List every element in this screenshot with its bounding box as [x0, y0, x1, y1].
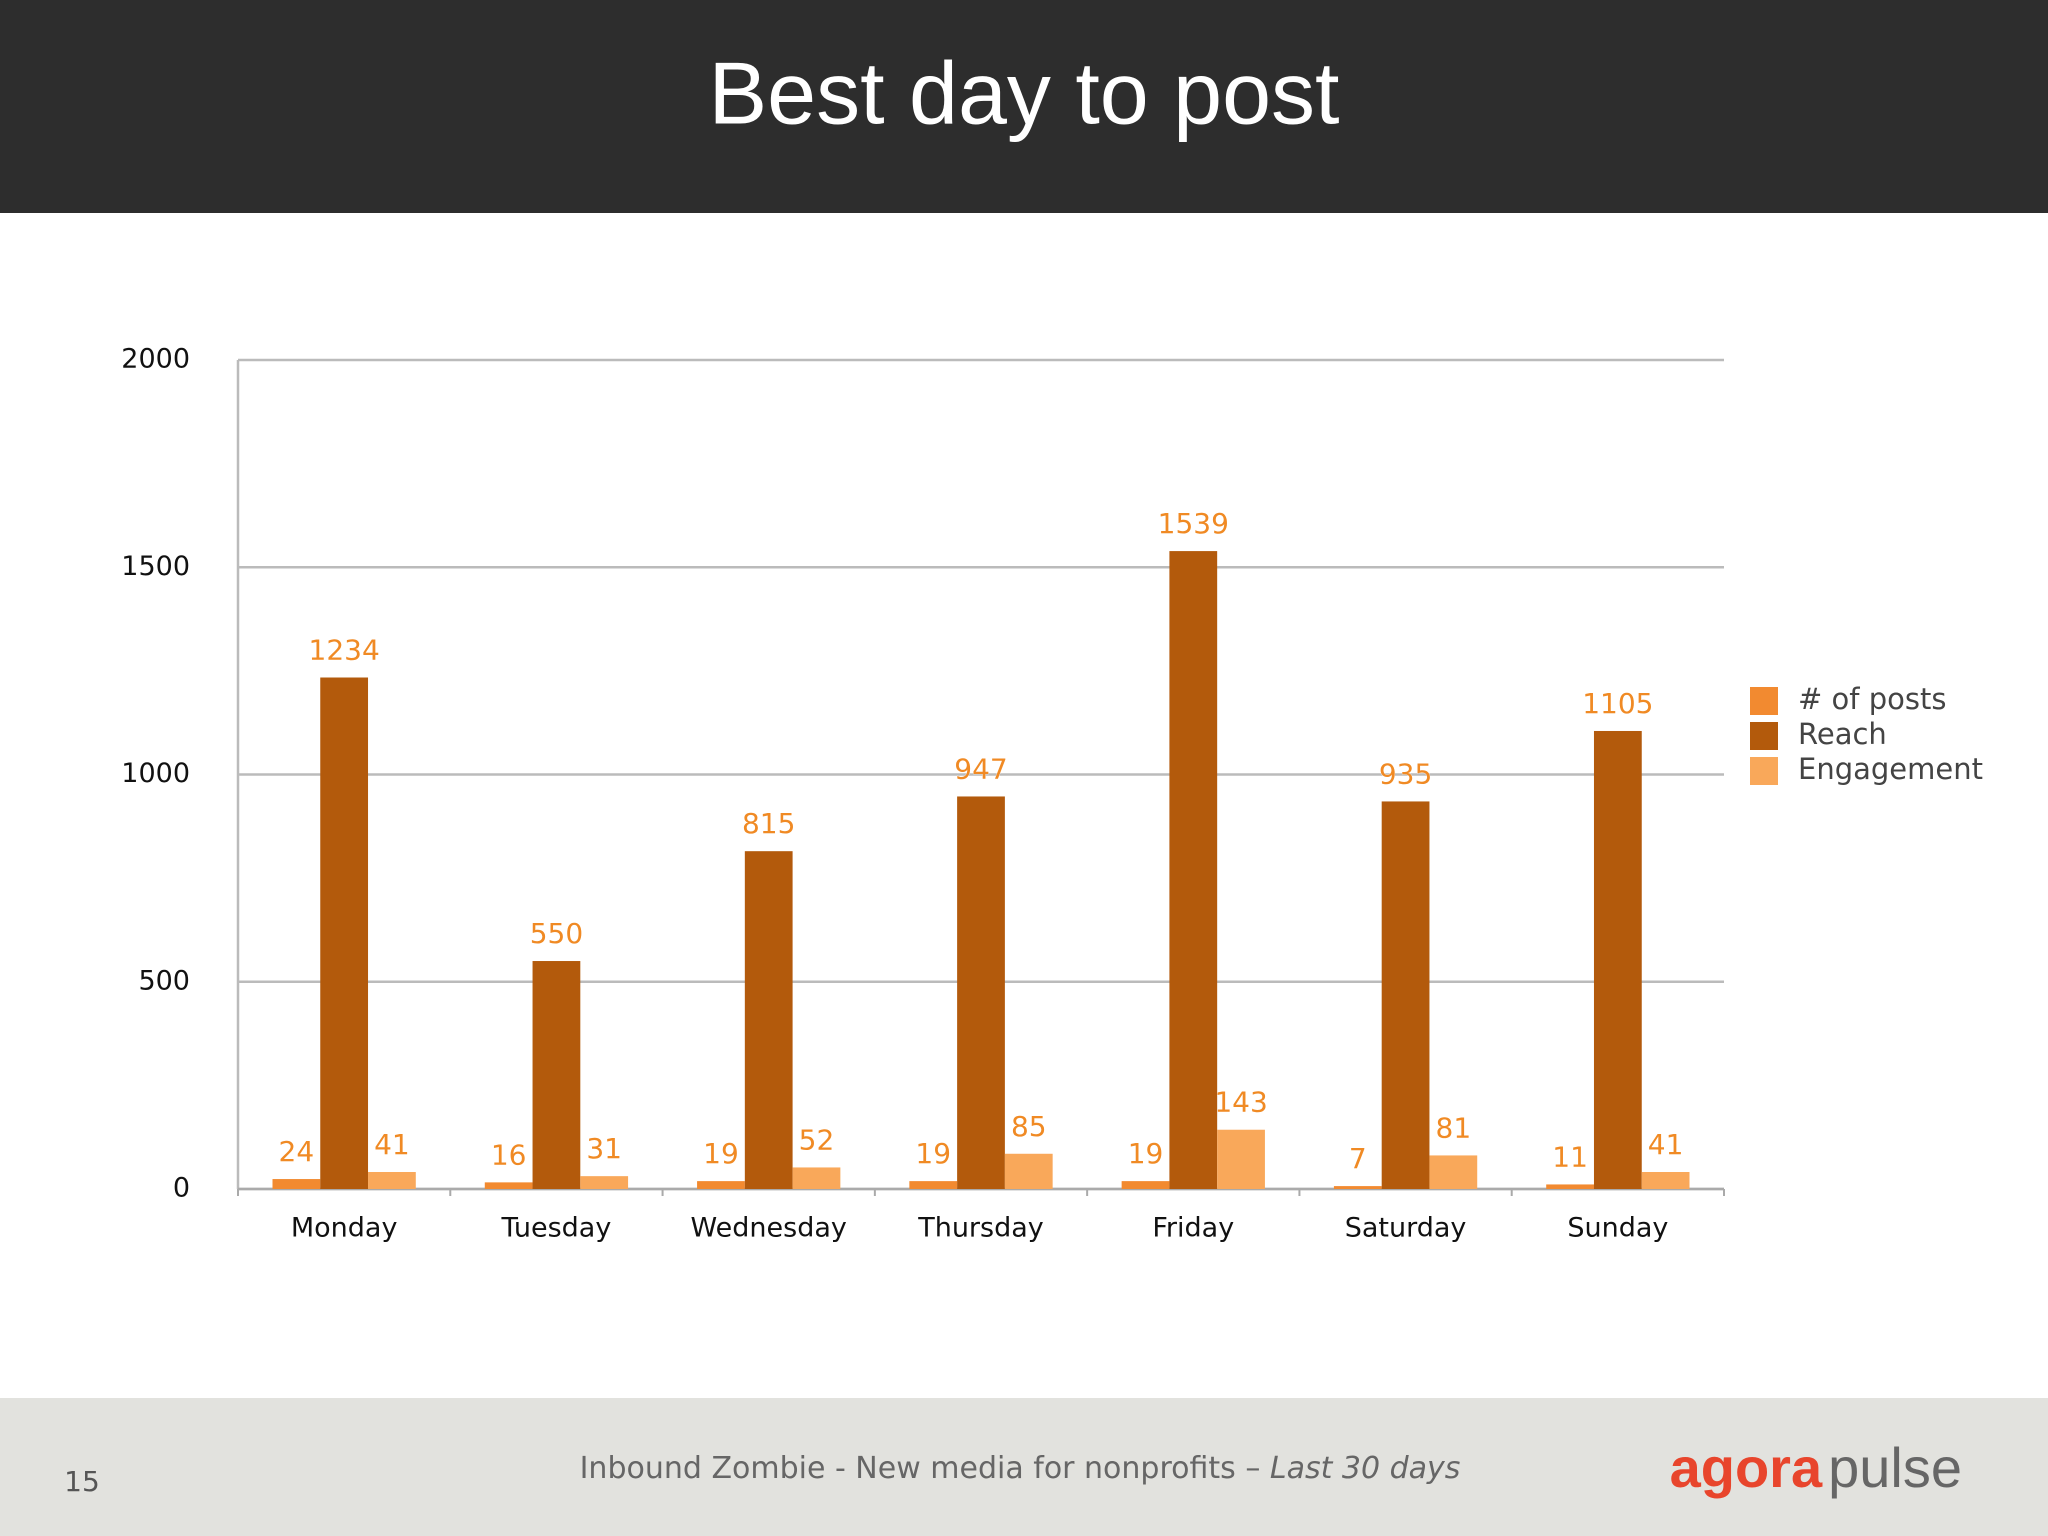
x-tick-label: Thursday	[917, 1213, 1044, 1244]
x-tick-label: Monday	[291, 1213, 398, 1244]
value-label: 41	[374, 1128, 410, 1161]
value-label: 16	[491, 1138, 527, 1171]
x-tick-label: Wednesday	[691, 1213, 847, 1244]
value-label: 52	[799, 1123, 835, 1156]
value-label: 143	[1214, 1086, 1267, 1119]
bar	[1121, 1181, 1170, 1189]
bar	[1217, 1129, 1265, 1189]
footer-text: Inbound Zombie - New media for nonprofit…	[580, 1451, 1461, 1486]
logo: agora pulse	[1670, 1436, 1962, 1499]
chart-title: Best day to post	[708, 43, 1339, 142]
value-label: 19	[915, 1137, 951, 1170]
value-label: 19	[703, 1137, 739, 1170]
bar	[1641, 1172, 1690, 1189]
y-tick-label: 2000	[121, 344, 190, 375]
x-tick-label: Tuesday	[500, 1213, 611, 1244]
bar	[1333, 1186, 1382, 1189]
legend-swatch	[1750, 687, 1778, 715]
y-tick-label: 1500	[121, 551, 190, 582]
value-label: 41	[1648, 1128, 1684, 1161]
legend-label: Reach	[1798, 717, 1887, 751]
bar	[320, 677, 369, 1189]
value-label: 24	[279, 1135, 315, 1168]
bar	[697, 1181, 745, 1189]
legend-swatch	[1750, 722, 1778, 750]
logo-agora: agora	[1670, 1436, 1823, 1499]
bar	[484, 1182, 533, 1189]
bar	[1546, 1184, 1594, 1189]
bar	[1429, 1155, 1478, 1189]
value-label: 85	[1011, 1110, 1047, 1143]
bar	[1004, 1153, 1053, 1189]
footer-main: Inbound Zombie - New media for nonprofit…	[580, 1451, 1270, 1486]
value-label: 1105	[1582, 687, 1653, 720]
x-tick-label: Saturday	[1345, 1213, 1467, 1244]
value-label: 11	[1552, 1140, 1588, 1173]
logo-pulse: pulse	[1828, 1436, 1962, 1499]
bar	[580, 1176, 629, 1189]
value-label: 1234	[309, 634, 380, 667]
y-tick-label: 1000	[121, 758, 190, 789]
value-label: 550	[530, 917, 583, 950]
legend-label: # of posts	[1798, 682, 1946, 716]
x-tick-label: Friday	[1152, 1213, 1234, 1244]
bar	[532, 961, 581, 1189]
legend-swatch	[1750, 757, 1778, 785]
footer-italic: Last 30 days	[1270, 1451, 1461, 1486]
bar	[744, 851, 793, 1189]
x-tick-label: Sunday	[1567, 1213, 1668, 1244]
bar	[1169, 551, 1218, 1189]
value-label: 7	[1349, 1142, 1367, 1175]
value-label: 81	[1436, 1111, 1472, 1144]
page-number: 15	[64, 1465, 100, 1498]
bar	[1593, 730, 1642, 1189]
value-label: 815	[742, 807, 795, 840]
value-label: 1539	[1158, 507, 1229, 540]
legend-label: Engagement	[1798, 752, 1983, 786]
bar	[909, 1181, 958, 1189]
value-label: 19	[1128, 1137, 1164, 1170]
value-label: 947	[954, 752, 1007, 785]
bar	[792, 1167, 841, 1189]
bar	[1381, 801, 1430, 1189]
y-tick-label: 0	[173, 1173, 190, 1204]
footer-bar	[0, 1398, 2048, 1536]
bar	[272, 1179, 321, 1189]
bar	[368, 1172, 416, 1189]
bar	[957, 796, 1005, 1189]
y-tick-label: 500	[138, 965, 190, 996]
chart: 0 500 1000 1500 2000 Monday 24 1234 41 Tuesday 16 5…	[121, 344, 1983, 1244]
header-bar	[0, 0, 2048, 213]
value-label: 31	[586, 1132, 622, 1165]
value-label: 935	[1379, 757, 1432, 790]
